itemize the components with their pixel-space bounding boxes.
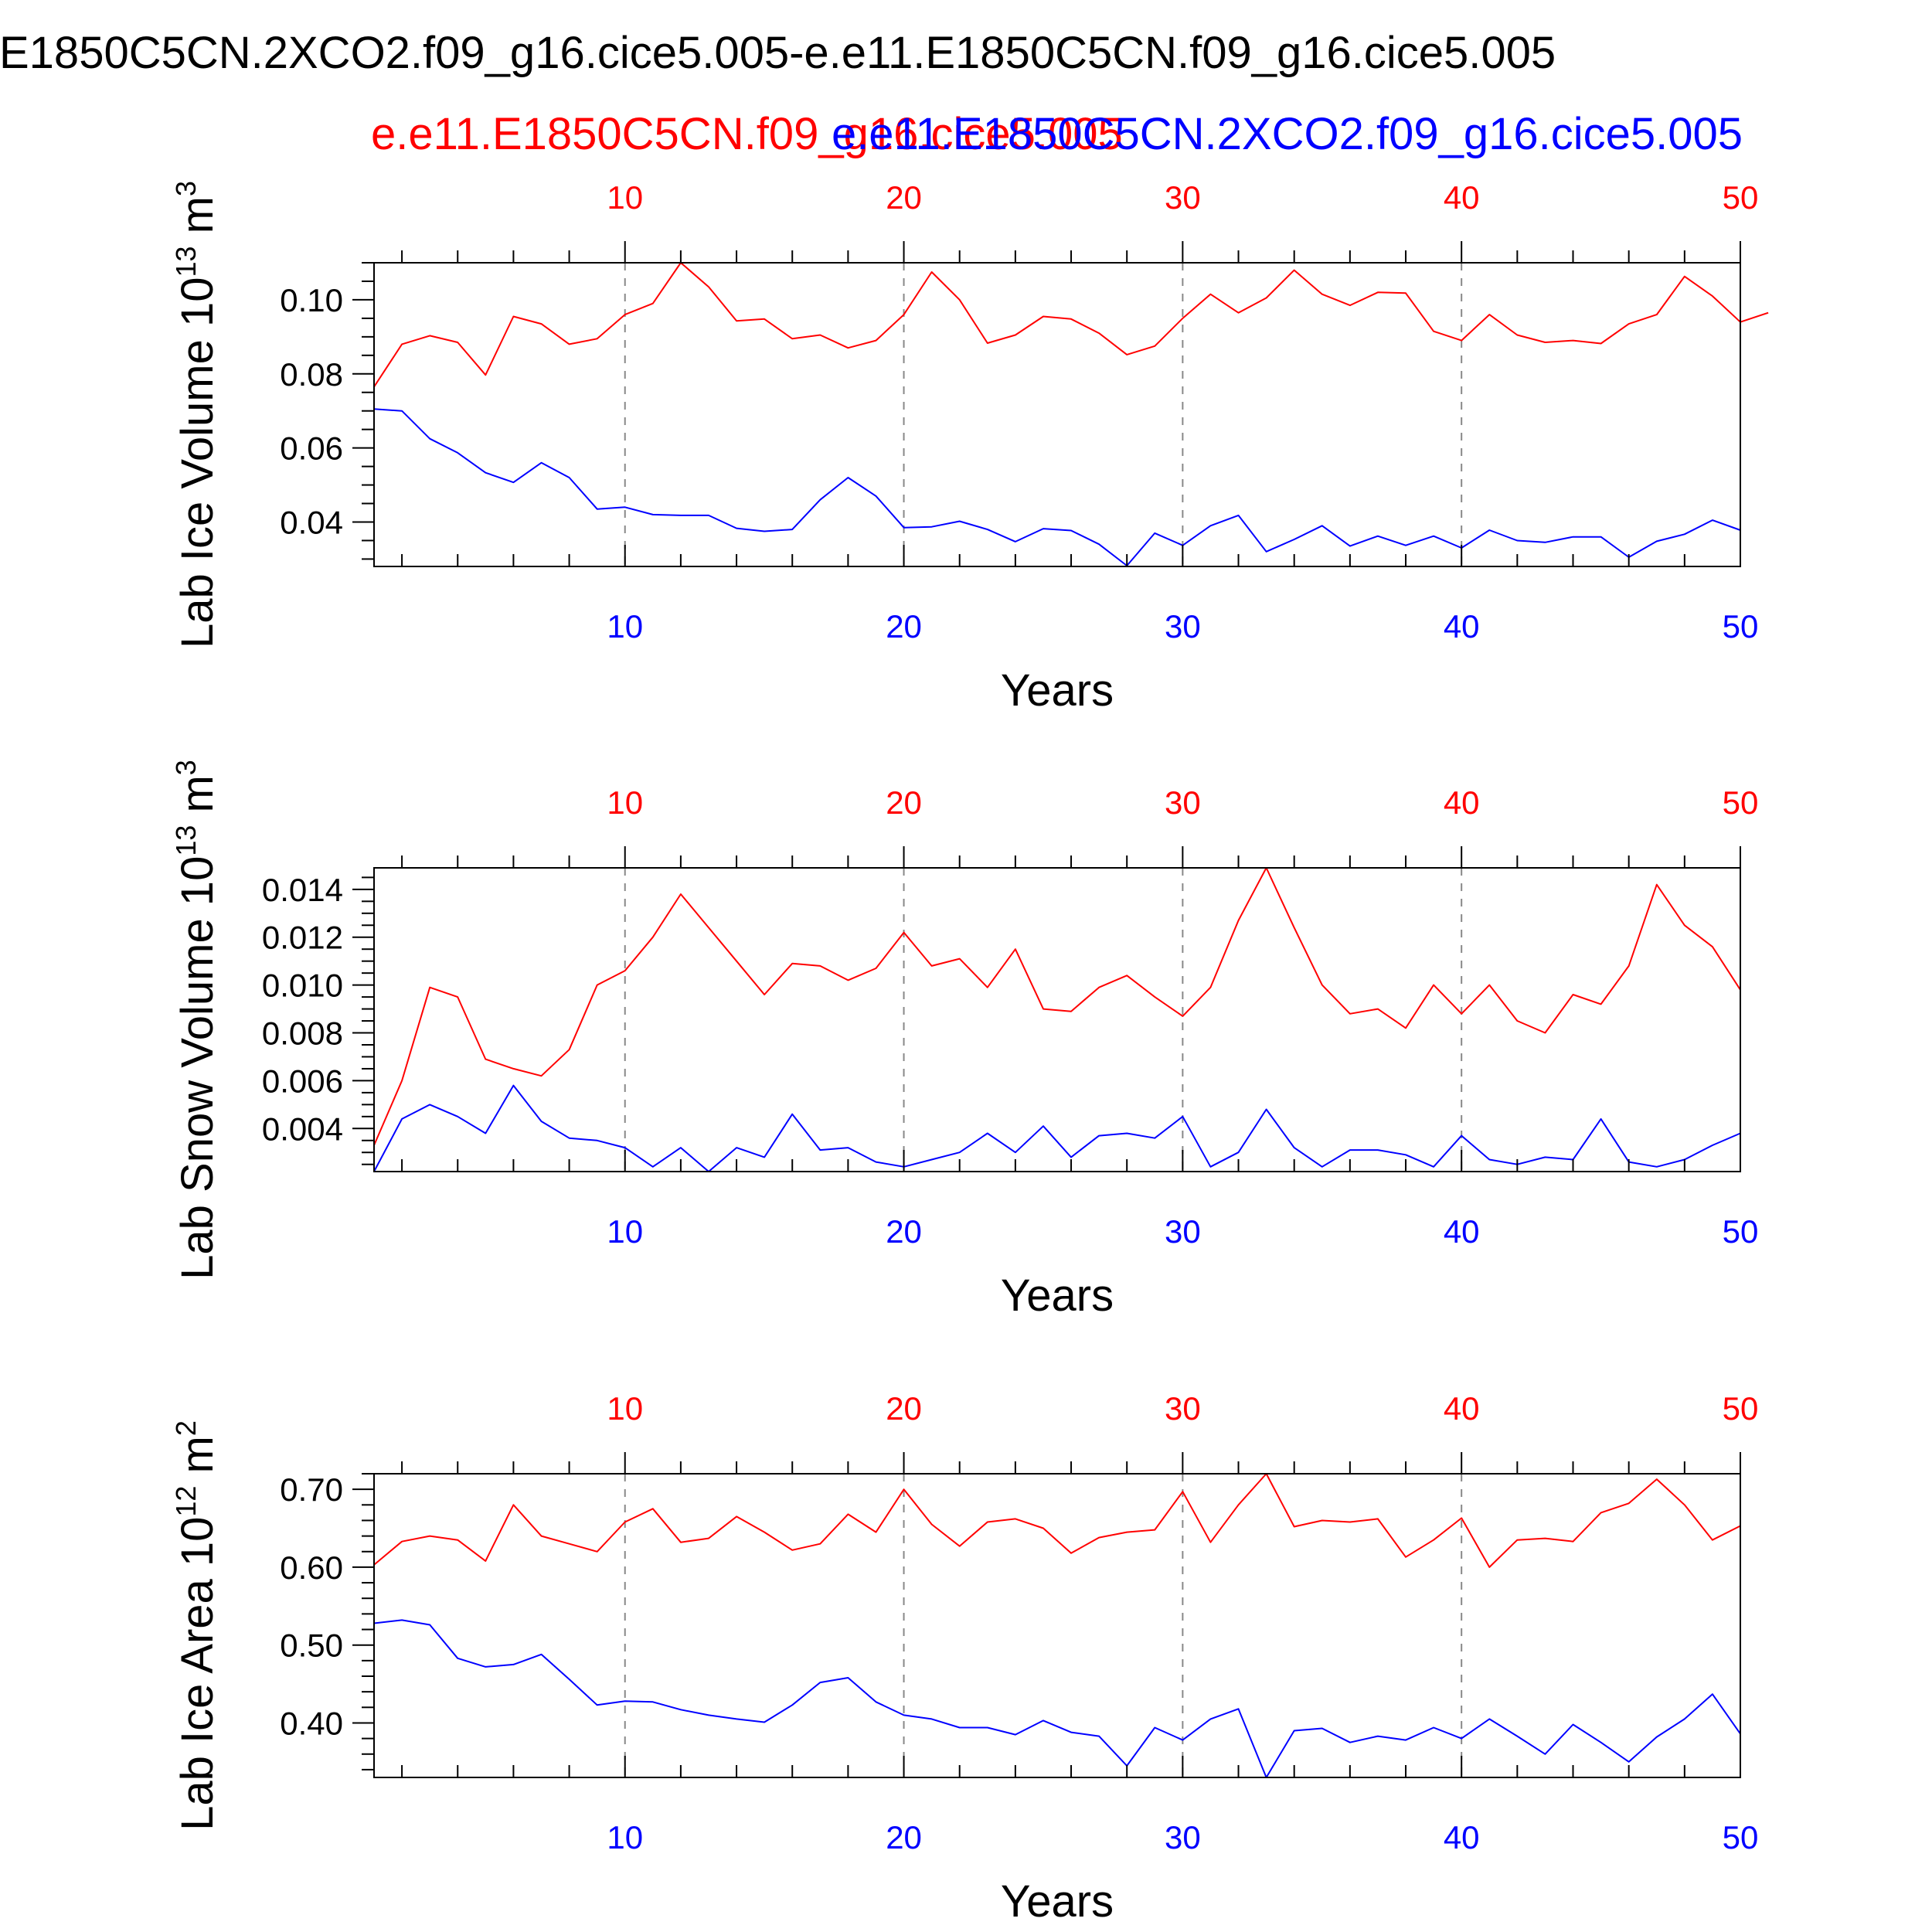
y-tick-label: 0.50 <box>280 1628 343 1664</box>
y-tick-label: 0.004 <box>262 1111 343 1147</box>
x-tick-label-top: 50 <box>1723 1390 1759 1427</box>
y-axis-label: Lab Ice Volume 1013 m3 <box>170 181 223 648</box>
y-axis-label: Lab Snow Volume 1013 m3 <box>170 760 223 1280</box>
plot-frame <box>373 262 1741 567</box>
x-tick-label-bottom: 20 <box>886 1213 922 1250</box>
y-tick-label: 0.010 <box>262 968 343 1004</box>
x-tick-label-top: 30 <box>1165 179 1201 216</box>
x-tick-label-bottom: 40 <box>1444 1819 1480 1855</box>
x-tick-label-top: 20 <box>886 179 922 216</box>
y-tick-label: 0.04 <box>280 504 343 540</box>
plot-frame <box>373 867 1741 1172</box>
x-axis-label: Years <box>1001 665 1114 716</box>
x-tick-label-bottom: 10 <box>607 1213 643 1250</box>
y-tick-label: 0.06 <box>280 430 343 467</box>
x-tick-label-top: 10 <box>607 179 643 216</box>
series-line-control <box>373 1473 1741 1568</box>
x-axis-label: Years <box>1001 1270 1114 1321</box>
x-tick-label-top: 50 <box>1723 179 1759 216</box>
y-axis-label-unit-exponent: 3 <box>170 760 202 775</box>
x-tick-label-bottom: 10 <box>607 1819 643 1855</box>
legend-experiment: e.e11.E1850C5CN.2XCO2.f09_g16.cice5.005 <box>832 109 1743 159</box>
panel-3: 0.40 0.50 0.60 0.70 10 10 20 20 30 30 40 40 50 50 Year… <box>170 1390 1758 1927</box>
x-tick-label-top: 10 <box>607 1390 643 1427</box>
y-axis-label-main: Lab Ice Area 10 <box>172 1517 223 1831</box>
x-tick-label-bottom: 30 <box>1165 608 1201 645</box>
y-tick-label: 0.10 <box>280 282 343 318</box>
x-tick-label-bottom: 40 <box>1444 1213 1480 1250</box>
x-tick-label-top: 50 <box>1723 784 1759 821</box>
x-tick-label-top: 10 <box>607 784 643 821</box>
x-axis-label: Years <box>1001 1876 1114 1927</box>
y-tick-label: 0.60 <box>280 1549 343 1586</box>
y-tick-label: 0.40 <box>280 1705 343 1741</box>
series-line-experiment <box>373 1619 1741 1778</box>
x-tick-label-bottom: 30 <box>1165 1213 1201 1250</box>
plot-frame <box>373 1473 1741 1778</box>
x-tick-label-bottom: 50 <box>1723 608 1759 645</box>
x-tick-label-top: 30 <box>1165 1390 1201 1427</box>
y-axis-label-unit: m <box>172 1436 223 1485</box>
x-tick-label-bottom: 20 <box>886 1819 922 1855</box>
y-tick-label: 0.014 <box>262 872 343 908</box>
series-line-control <box>373 262 1769 388</box>
x-tick-label-top: 40 <box>1444 179 1480 216</box>
y-tick-label: 0.012 <box>262 920 343 956</box>
x-tick-label-top: 40 <box>1444 1390 1480 1427</box>
x-tick-label-bottom: 50 <box>1723 1213 1759 1250</box>
x-tick-label-top: 40 <box>1444 784 1480 821</box>
x-tick-label-top: 20 <box>886 784 922 821</box>
x-tick-label-bottom: 40 <box>1444 608 1480 645</box>
y-axis-label-unit: m <box>172 196 223 246</box>
y-axis-label-main: Lab Snow Volume 10 <box>172 856 223 1280</box>
y-tick-label: 0.70 <box>280 1471 343 1508</box>
y-tick-label: 0.08 <box>280 356 343 393</box>
panel-1: 0.04 0.06 0.08 0.10 10 10 20 20 30 30 40 40 50 50 Year… <box>170 179 1769 716</box>
y-axis-label-unit-exponent: 3 <box>170 181 202 196</box>
x-tick-label-bottom: 20 <box>886 608 922 645</box>
figure-title: Mean e.e11.E1850C5CN.2XCO2.f09_g16.cice5… <box>0 28 1556 78</box>
x-tick-label-bottom: 10 <box>607 608 643 645</box>
legend-control: e.e11.E1850C5CN.f09_g16.cice5.005 <box>371 109 1123 159</box>
y-tick-label: 0.006 <box>262 1063 343 1099</box>
y-axis-label-unit: m <box>172 775 223 825</box>
panel-2: 0.004 0.006 0.008 0.010 0.012 0.014 10 10 20 20 30… <box>170 760 1758 1321</box>
series-line-experiment <box>373 1084 1741 1172</box>
y-axis-label-main: Lab Ice Volume 10 <box>172 277 223 648</box>
series-line-control <box>373 867 1741 1146</box>
y-axis-label-unit-exponent: 2 <box>170 1420 202 1436</box>
x-tick-label-bottom: 30 <box>1165 1819 1201 1855</box>
x-tick-label-top: 30 <box>1165 784 1201 821</box>
y-axis-label-exponent: 13 <box>170 246 202 277</box>
y-axis-label-exponent: 13 <box>170 825 202 856</box>
y-axis-label-exponent: 12 <box>170 1486 202 1517</box>
series-line-experiment <box>373 408 1741 566</box>
panels: 0.04 0.06 0.08 0.10 10 10 20 20 30 30 40 40 50 50 Year… <box>170 179 1769 1927</box>
y-tick-label: 0.008 <box>262 1015 343 1052</box>
y-axis-label: Lab Ice Area 1012 m2 <box>170 1420 223 1831</box>
x-tick-label-top: 20 <box>886 1390 922 1427</box>
x-tick-label-bottom: 50 <box>1723 1819 1759 1855</box>
